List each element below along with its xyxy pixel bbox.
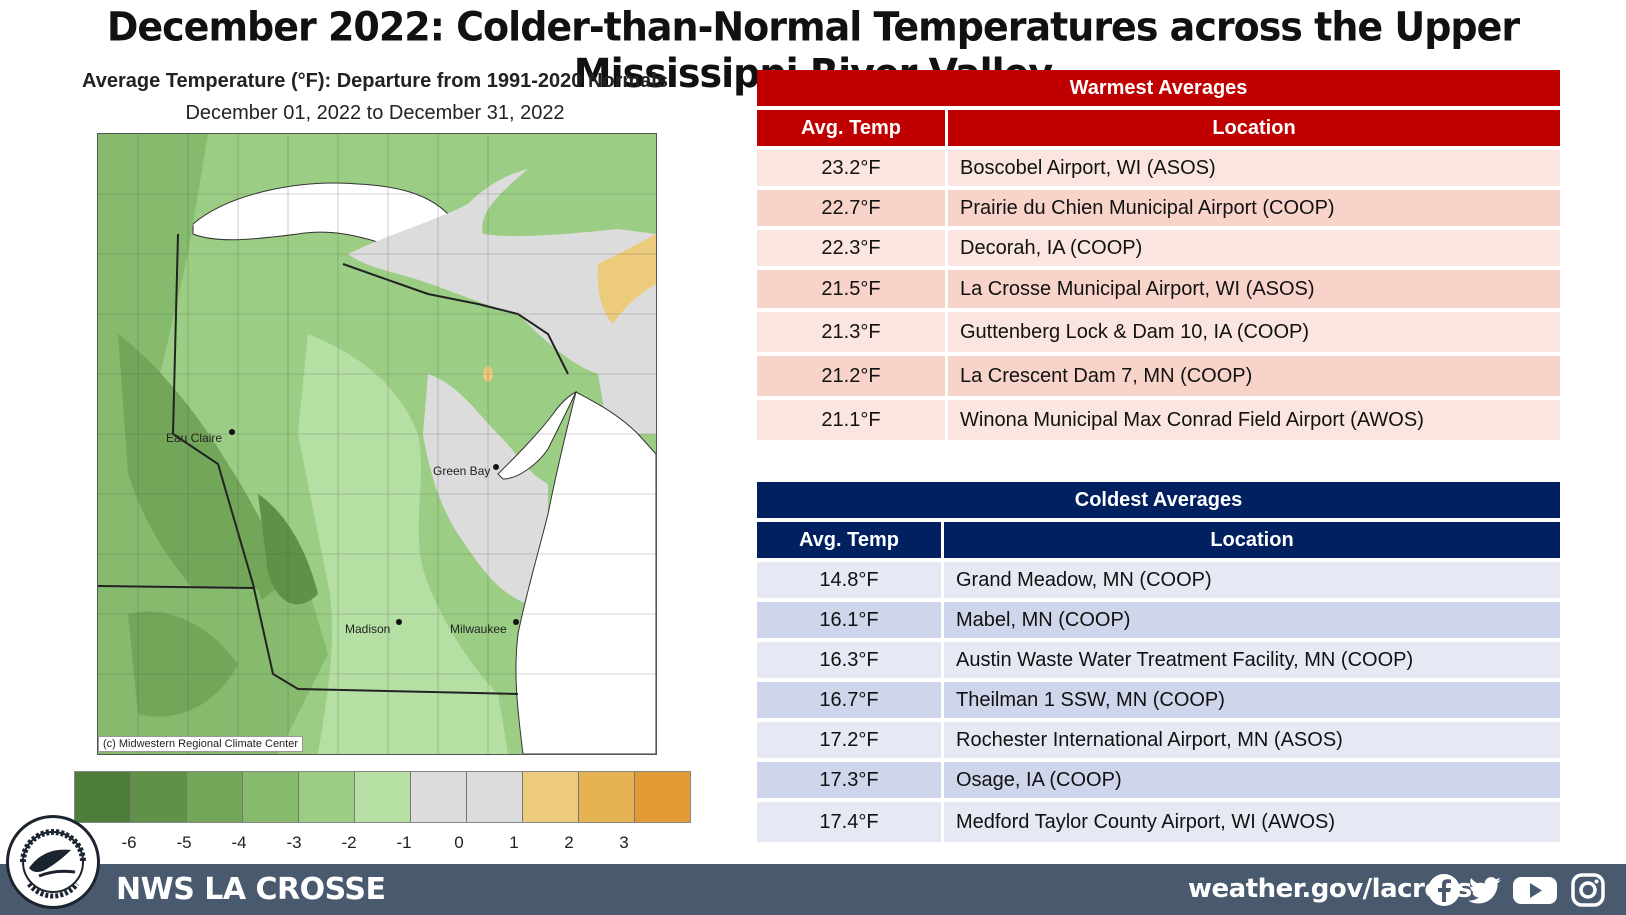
legend-label: -4 — [231, 833, 247, 852]
table-row: 17.2°F Rochester International Airport, M… — [757, 722, 1560, 758]
location-cell: Osage, IA (COOP) — [944, 762, 1560, 798]
legend-label: 3 — [619, 833, 629, 852]
warmest-col-temp: Avg. Temp — [757, 110, 945, 146]
legend-labels: -6 -5 -4 -3 -2 -1 0 1 2 3 — [74, 833, 694, 853]
location-cell: Austin Waste Water Treatment Facility, M… — [944, 642, 1560, 678]
location-cell: Rochester International Airport, MN (ASO… — [944, 722, 1560, 758]
table-row: 21.2°F La Crescent Dam 7, MN (COOP) — [757, 356, 1560, 396]
twitter-icon[interactable] — [1468, 872, 1504, 908]
temp-cell: 23.2°F — [757, 150, 945, 186]
temp-cell: 21.2°F — [757, 356, 945, 396]
color-legend — [74, 771, 691, 823]
facebook-icon[interactable] — [1426, 872, 1462, 908]
coldest-col-location: Location — [944, 522, 1560, 558]
temp-cell: 21.1°F — [757, 400, 945, 440]
legend-swatch — [411, 772, 467, 822]
temp-cell: 17.4°F — [757, 802, 941, 842]
footer-brand: NWS LA CROSSE — [116, 872, 386, 907]
city-label-eau-claire: Eau Claire — [166, 431, 223, 445]
location-cell: La Crosse Municipal Airport, WI (ASOS) — [948, 270, 1560, 308]
coldest-col-temp: Avg. Temp — [757, 522, 941, 558]
legend-label: -5 — [176, 833, 192, 852]
location-cell: Guttenberg Lock & Dam 10, IA (COOP) — [948, 312, 1560, 352]
legend-swatch — [75, 772, 131, 822]
temp-cell: 17.3°F — [757, 762, 941, 798]
table-row: 22.7°F Prairie du Chien Municipal Airport… — [757, 190, 1560, 226]
table-row: 16.3°F Austin Waste Water Treatment Facil… — [757, 642, 1560, 678]
nws-logo — [6, 815, 100, 909]
legend-label: -1 — [396, 833, 412, 852]
map-copyright: (c) Midwestern Regional Climate Center — [98, 736, 304, 752]
temp-cell: 21.5°F — [757, 270, 945, 308]
city-label-green-bay: Green Bay — [433, 464, 491, 478]
city-label-madison: Madison — [345, 622, 391, 636]
temp-cell: 16.1°F — [757, 602, 941, 638]
legend-label: -3 — [286, 833, 302, 852]
location-cell: Mabel, MN (COOP) — [944, 602, 1560, 638]
legend-label: 2 — [564, 833, 574, 852]
location-cell: Boscobel Airport, WI (ASOS) — [948, 150, 1560, 186]
table-row: 23.2°F Boscobel Airport, WI (ASOS) — [757, 150, 1560, 186]
temp-cell: 16.3°F — [757, 642, 941, 678]
temperature-departure-map: Eau Claire Green Bay Madison Milwaukee — [97, 133, 657, 755]
table-row: 17.3°F Osage, IA (COOP) — [757, 762, 1560, 798]
map-graphic — [98, 134, 656, 754]
legend-swatch — [579, 772, 635, 822]
table-row: 16.7°F Theilman 1 SSW, MN (COOP) — [757, 682, 1560, 718]
temp-cell: 22.3°F — [757, 230, 945, 266]
legend-swatch — [355, 772, 411, 822]
coldest-header: Coldest Averages — [757, 482, 1560, 518]
warmest-header: Warmest Averages — [757, 70, 1560, 106]
location-cell: Theilman 1 SSW, MN (COOP) — [944, 682, 1560, 718]
instagram-icon[interactable] — [1570, 872, 1606, 908]
map-title: Average Temperature (°F): Departure from… — [82, 70, 668, 92]
warmest-table: Warmest Averages Avg. Temp Location 23.2… — [757, 70, 1560, 440]
location-cell: Decorah, IA (COOP) — [948, 230, 1560, 266]
legend-swatch — [635, 772, 690, 822]
table-row: 21.5°F La Crosse Municipal Airport, WI (A… — [757, 270, 1560, 308]
legend-label: 0 — [454, 833, 464, 852]
city-label-milwaukee: Milwaukee — [450, 622, 507, 636]
table-row: 17.4°F Medford Taylor County Airport, WI … — [757, 802, 1560, 842]
youtube-icon[interactable] — [1512, 872, 1558, 908]
temp-cell: 21.3°F — [757, 312, 945, 352]
warmest-col-location: Location — [948, 110, 1560, 146]
legend-label: 1 — [509, 833, 519, 852]
table-row: 14.8°F Grand Meadow, MN (COOP) — [757, 562, 1560, 598]
table-row: 21.1°F Winona Municipal Max Conrad Field … — [757, 400, 1560, 440]
legend-label: -6 — [121, 833, 137, 852]
location-cell: Medford Taylor County Airport, WI (AWOS) — [944, 802, 1560, 842]
table-row: 21.3°F Guttenberg Lock & Dam 10, IA (COOP… — [757, 312, 1560, 352]
temp-cell: 16.7°F — [757, 682, 941, 718]
coldest-table: Coldest Averages Avg. Temp Location 14.8… — [757, 482, 1560, 842]
table-row: 22.3°F Decorah, IA (COOP) — [757, 230, 1560, 266]
legend-swatch — [131, 772, 187, 822]
temp-cell: 22.7°F — [757, 190, 945, 226]
nws-seal-icon — [20, 829, 86, 899]
footer-bar: NWS LA CROSSE weather.gov/lacrosse — [0, 864, 1626, 915]
temp-cell: 14.8°F — [757, 562, 941, 598]
legend-swatch — [187, 772, 243, 822]
legend-swatch — [299, 772, 355, 822]
temp-cell: 17.2°F — [757, 722, 941, 758]
location-cell: Winona Municipal Max Conrad Field Airpor… — [948, 400, 1560, 440]
table-row: 16.1°F Mabel, MN (COOP) — [757, 602, 1560, 638]
map-date-range: December 01, 2022 to December 31, 2022 — [185, 102, 565, 124]
legend-swatch — [243, 772, 299, 822]
legend-label: -2 — [341, 833, 357, 852]
location-cell: La Crescent Dam 7, MN (COOP) — [948, 356, 1560, 396]
location-cell: Prairie du Chien Municipal Airport (COOP… — [948, 190, 1560, 226]
legend-swatch — [523, 772, 579, 822]
legend-swatch — [467, 772, 523, 822]
location-cell: Grand Meadow, MN (COOP) — [944, 562, 1560, 598]
